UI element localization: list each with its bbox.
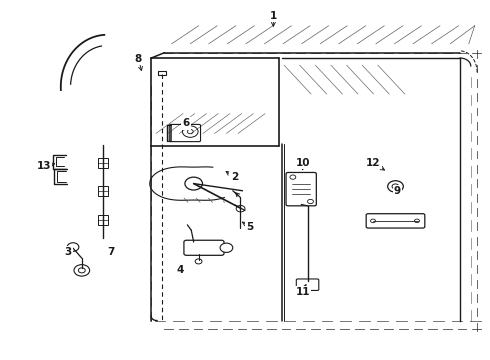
- Text: 1: 1: [270, 11, 277, 21]
- Circle shape: [370, 219, 375, 223]
- Text: 9: 9: [394, 186, 401, 197]
- Circle shape: [78, 268, 85, 273]
- Circle shape: [67, 243, 79, 251]
- Bar: [158, 71, 166, 75]
- Text: 3: 3: [65, 247, 72, 257]
- Text: 2: 2: [231, 172, 238, 182]
- Bar: [98, 158, 108, 168]
- Text: 12: 12: [366, 158, 380, 168]
- FancyBboxPatch shape: [184, 240, 224, 255]
- Circle shape: [195, 259, 202, 264]
- Circle shape: [308, 199, 314, 204]
- Text: 11: 11: [295, 287, 310, 297]
- Text: 7: 7: [107, 247, 114, 257]
- Circle shape: [187, 130, 193, 134]
- Circle shape: [220, 243, 233, 252]
- FancyBboxPatch shape: [169, 125, 200, 141]
- Circle shape: [290, 175, 296, 179]
- FancyBboxPatch shape: [366, 214, 425, 228]
- Circle shape: [182, 126, 198, 137]
- Text: 6: 6: [183, 118, 190, 128]
- Circle shape: [415, 219, 419, 223]
- Circle shape: [236, 206, 245, 212]
- FancyBboxPatch shape: [286, 172, 317, 206]
- Circle shape: [185, 177, 202, 190]
- FancyBboxPatch shape: [296, 279, 319, 291]
- Circle shape: [388, 181, 403, 192]
- Bar: [98, 186, 108, 197]
- Text: 4: 4: [177, 265, 184, 275]
- Text: 8: 8: [135, 54, 142, 64]
- Text: 5: 5: [246, 222, 253, 231]
- Text: 13: 13: [36, 161, 51, 171]
- Circle shape: [74, 265, 90, 276]
- Text: 10: 10: [295, 158, 310, 168]
- Bar: [98, 215, 108, 225]
- Circle shape: [392, 184, 399, 189]
